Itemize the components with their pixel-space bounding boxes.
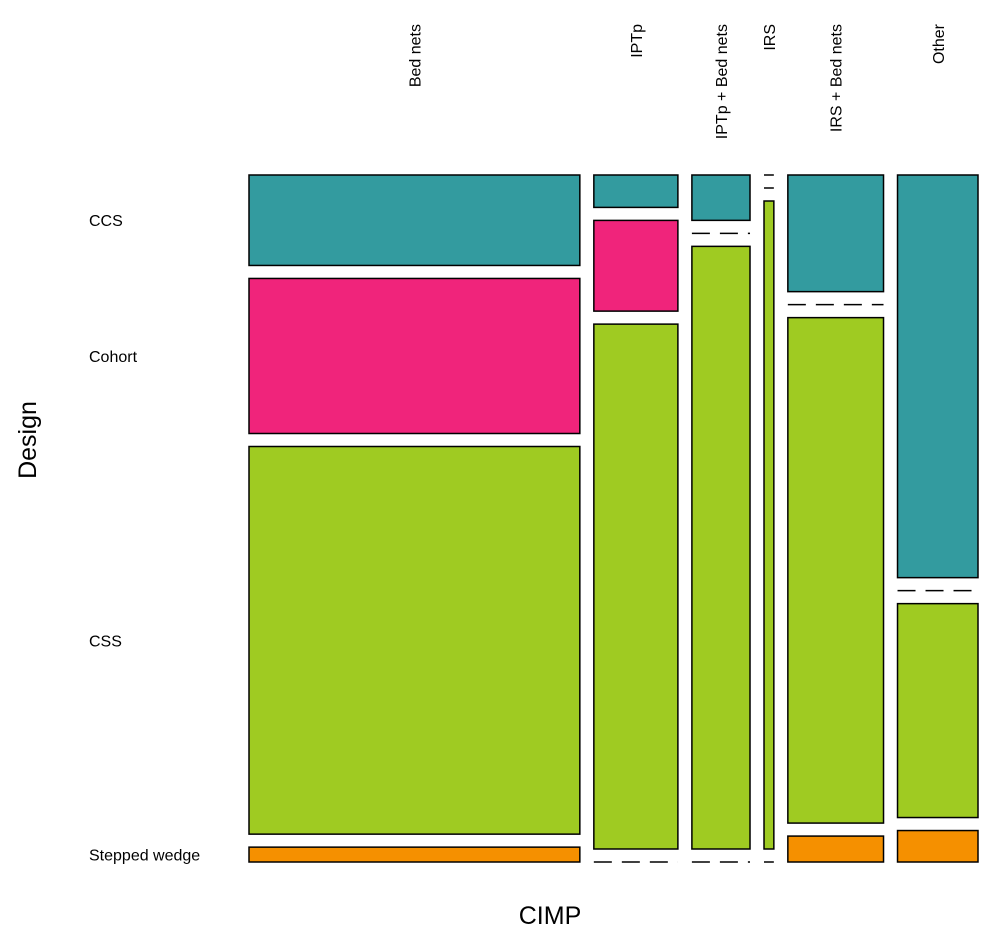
tile-other-stepped-wedge xyxy=(896,829,979,863)
zero-cells-layer xyxy=(593,174,978,863)
row-labels: CCS Cohort CSS Stepped wedge xyxy=(89,213,200,864)
tile-bed-nets-stepped-wedge xyxy=(248,846,581,863)
row-label-css: CSS xyxy=(89,633,122,650)
column-labels: Bed nets IPTp IPTp + Bed nets IRS IRS + Bed … xyxy=(407,23,947,139)
column-label-irs: IRS xyxy=(762,24,779,51)
tile-irs-bed-nets-ccs xyxy=(787,174,885,293)
tile-iptp-bed-nets-ccs xyxy=(691,174,751,222)
tile-other-css xyxy=(896,602,979,819)
tile-other-ccs xyxy=(896,174,979,579)
y-axis-title: Design xyxy=(14,401,42,479)
x-axis-title: CIMP xyxy=(519,902,582,930)
tile-bed-nets-css xyxy=(248,445,581,835)
column-label-bed-nets: Bed nets xyxy=(407,24,424,87)
tile-irs-css xyxy=(763,200,775,850)
column-label-iptp: IPTp xyxy=(629,24,646,58)
tile-iptp-bed-nets-css xyxy=(691,245,751,850)
column-label-irs-bed-nets: IRS + Bed nets xyxy=(829,24,846,132)
tile-iptp-cohort xyxy=(593,219,679,312)
tile-irs-bed-nets-stepped-wedge xyxy=(787,835,885,863)
row-label-stepped-wedge: Stepped wedge xyxy=(89,848,200,865)
column-label-iptp-bed-nets: IPTp + Bed nets xyxy=(714,24,731,139)
row-label-ccs: CCS xyxy=(89,213,123,230)
column-label-other: Other xyxy=(931,23,948,64)
tile-iptp-css xyxy=(593,323,679,850)
tile-irs-bed-nets-css xyxy=(787,316,885,824)
tile-iptp-ccs xyxy=(593,174,679,209)
tile-bed-nets-cohort xyxy=(248,277,581,435)
tile-bed-nets-ccs xyxy=(248,174,581,267)
tiles-layer xyxy=(248,174,979,863)
row-label-cohort: Cohort xyxy=(89,349,138,366)
